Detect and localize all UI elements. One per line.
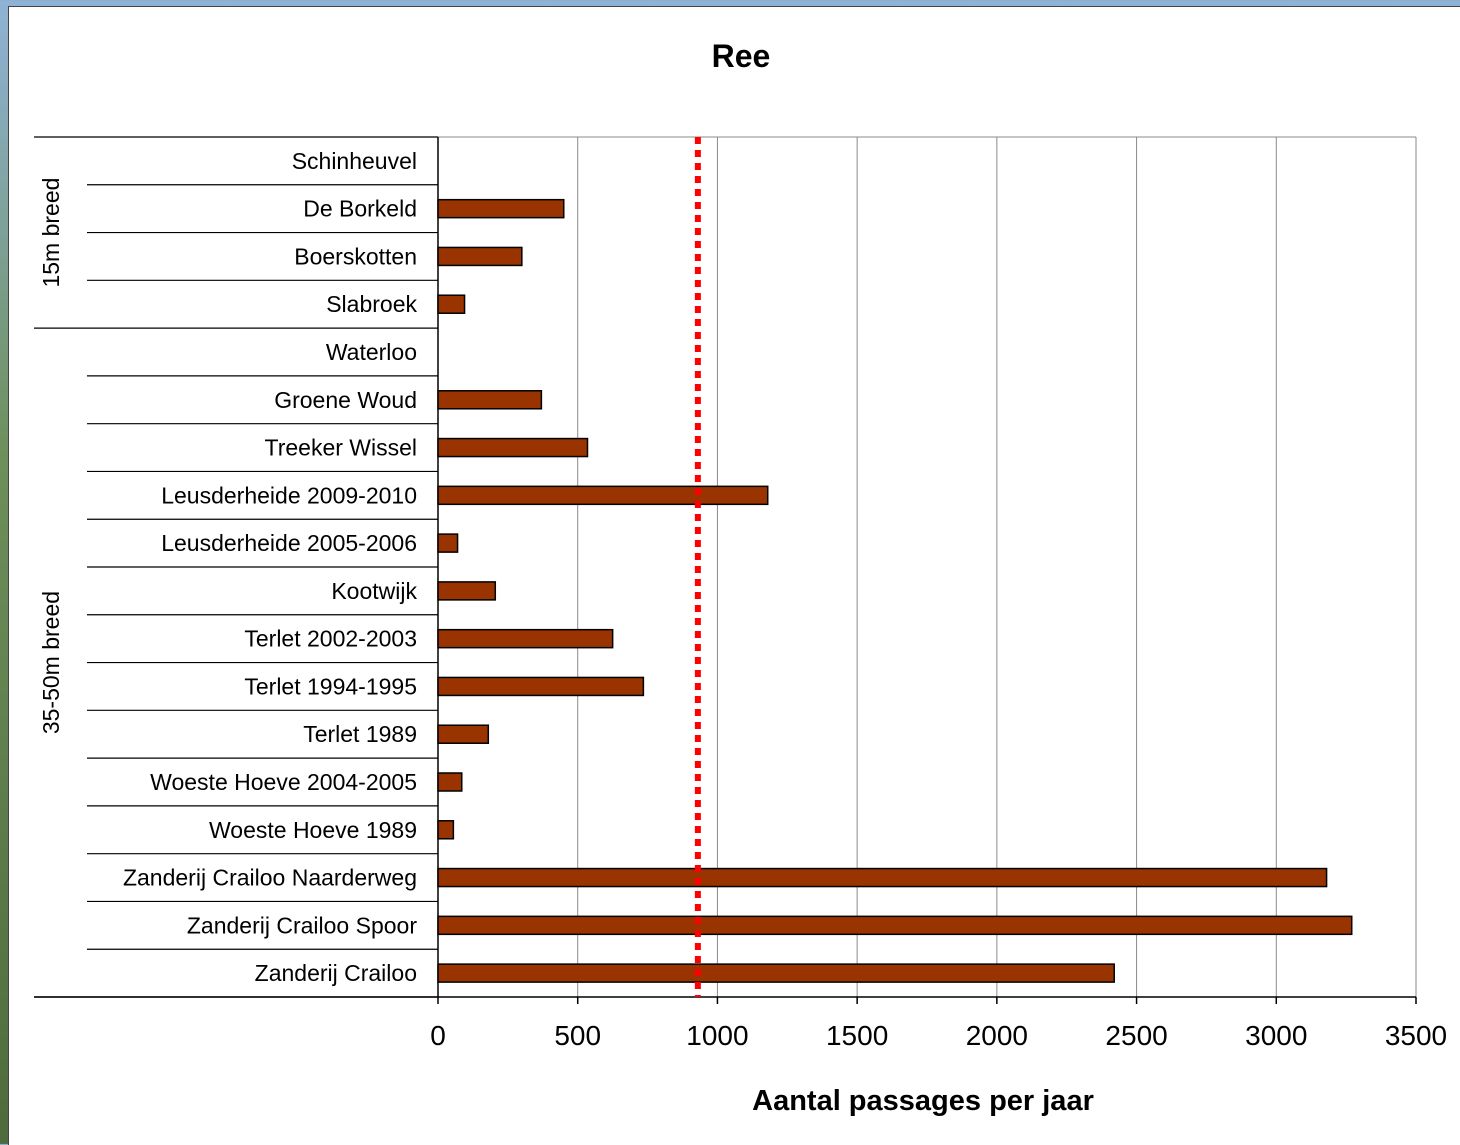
category-label: Leusderheide 2005-2006	[161, 530, 417, 556]
category-label: Woeste Hoeve 1989	[209, 817, 417, 843]
bar	[437, 581, 497, 601]
x-tick-label: 500	[554, 1020, 601, 1051]
group-label: 35-50m breed	[38, 591, 64, 734]
bar	[437, 294, 466, 314]
bar	[437, 867, 1328, 888]
category-label: Leusderheide 2009-2010	[161, 482, 417, 508]
category-label: Waterloo	[326, 339, 417, 365]
chart-title: Ree	[712, 38, 771, 74]
category-label: Kootwijk	[331, 578, 417, 604]
category-label: Terlet 1989	[303, 721, 417, 747]
x-tick-label: 1000	[686, 1020, 748, 1051]
bars	[437, 198, 1353, 983]
bar	[437, 963, 1115, 983]
x-tick-label: 2500	[1105, 1020, 1167, 1051]
category-label: Slabroek	[326, 291, 417, 317]
x-tick-label: 0	[430, 1020, 446, 1051]
category-label: Schinheuvel	[292, 148, 417, 174]
bar	[437, 724, 490, 744]
x-axis-label: Aantal passages per jaar	[752, 1085, 1094, 1117]
chart-frame: Ree Schinheuvel De Borkeld Boerskotten Slab…	[8, 6, 1460, 1145]
bar	[437, 198, 565, 219]
bar	[437, 246, 523, 267]
x-tick-label: 3500	[1385, 1020, 1447, 1051]
bar	[437, 915, 1353, 936]
category-label: Boerskotten	[294, 243, 417, 269]
category-label: Terlet 1994-1995	[244, 673, 417, 699]
category-label: Woeste Hoeve 2004-2005	[150, 769, 417, 795]
category-label: Treeker Wissel	[265, 435, 418, 461]
bar	[437, 390, 543, 410]
bar	[437, 628, 614, 649]
group-label: 15m breed	[38, 178, 64, 288]
bar	[437, 533, 459, 553]
x-tick-label: 2000	[966, 1020, 1028, 1051]
bar	[437, 676, 645, 697]
x-tick-labels: 0 500 1000 1500 2000 2500 3000 3500	[430, 1020, 1447, 1051]
category-label: De Borkeld	[303, 196, 417, 222]
category-label: Zanderij Crailoo Naarderweg	[123, 865, 417, 891]
category-label: Groene Woud	[274, 387, 417, 413]
bar	[437, 485, 769, 506]
x-tick-label: 1500	[826, 1020, 888, 1051]
category-label: Zanderij Crailoo	[255, 960, 417, 986]
x-tick-label: 3000	[1245, 1020, 1307, 1051]
bar-chart: Ree Schinheuvel De Borkeld Boerskotten Slab…	[34, 38, 1447, 1117]
bar	[437, 772, 463, 792]
category-label: Zanderij Crailoo Spoor	[187, 912, 417, 938]
bar	[437, 437, 589, 458]
category-labels: Schinheuvel De Borkeld Boerskotten Slabroek…	[38, 148, 417, 986]
bar	[437, 820, 455, 840]
category-label: Terlet 2002-2003	[244, 626, 417, 652]
grid-lines	[34, 136, 1417, 1004]
